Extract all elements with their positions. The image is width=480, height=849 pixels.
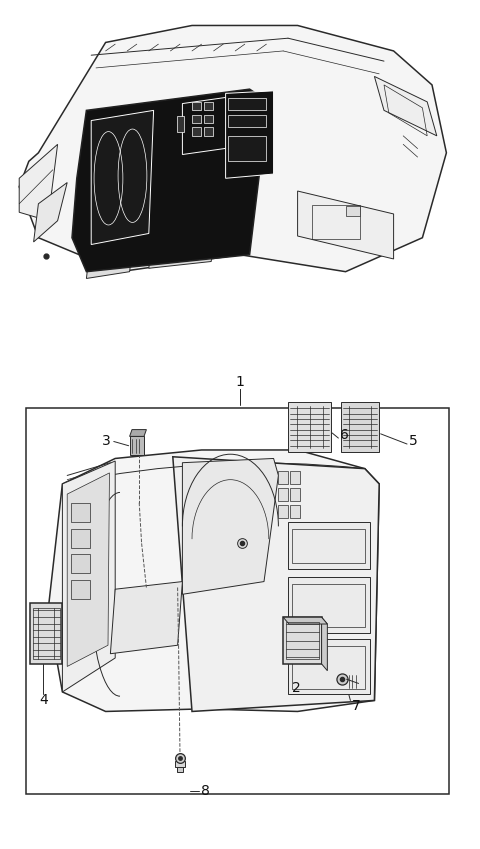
Polygon shape xyxy=(288,402,331,452)
Bar xyxy=(312,205,360,239)
Text: 7: 7 xyxy=(352,700,360,713)
Polygon shape xyxy=(283,617,322,664)
Polygon shape xyxy=(173,457,379,711)
Bar xyxy=(204,127,213,136)
Bar xyxy=(177,116,184,132)
Text: 6: 6 xyxy=(340,428,348,441)
Polygon shape xyxy=(341,402,379,452)
Polygon shape xyxy=(226,91,274,178)
Polygon shape xyxy=(374,76,437,136)
Bar xyxy=(288,639,370,694)
Polygon shape xyxy=(182,93,254,155)
Bar xyxy=(292,646,365,689)
Bar xyxy=(286,622,319,659)
Text: 2: 2 xyxy=(292,681,301,694)
Bar xyxy=(278,471,288,484)
Polygon shape xyxy=(91,110,154,245)
Text: 4: 4 xyxy=(39,694,48,707)
Bar xyxy=(292,529,365,563)
Polygon shape xyxy=(48,450,379,711)
Bar xyxy=(290,505,300,518)
Bar xyxy=(192,127,201,136)
Polygon shape xyxy=(149,219,216,268)
Bar xyxy=(290,471,300,484)
Polygon shape xyxy=(130,430,146,436)
Bar xyxy=(71,503,90,522)
Bar xyxy=(290,488,300,501)
Bar xyxy=(228,136,266,161)
Text: 3: 3 xyxy=(102,435,111,448)
Polygon shape xyxy=(62,461,115,692)
Bar xyxy=(292,584,365,627)
Bar xyxy=(278,505,288,518)
Bar xyxy=(278,488,288,501)
Polygon shape xyxy=(72,89,269,272)
Bar xyxy=(228,115,266,127)
Bar xyxy=(204,115,213,123)
Polygon shape xyxy=(322,617,327,671)
Polygon shape xyxy=(67,473,109,666)
Bar xyxy=(192,102,201,110)
Bar xyxy=(192,115,201,123)
Polygon shape xyxy=(182,458,278,594)
Text: 5: 5 xyxy=(409,435,418,448)
Polygon shape xyxy=(34,183,67,242)
Polygon shape xyxy=(30,603,62,664)
Polygon shape xyxy=(283,617,327,624)
Polygon shape xyxy=(110,582,182,654)
Text: 1: 1 xyxy=(236,375,244,389)
Polygon shape xyxy=(298,191,394,259)
Bar xyxy=(71,580,90,599)
Bar xyxy=(175,761,185,767)
Bar xyxy=(177,767,183,772)
Bar xyxy=(204,102,213,110)
Bar xyxy=(346,206,360,216)
Text: 8: 8 xyxy=(201,784,210,798)
Polygon shape xyxy=(130,436,144,455)
Bar xyxy=(71,554,90,573)
Bar xyxy=(228,98,266,110)
Polygon shape xyxy=(19,25,446,272)
Polygon shape xyxy=(19,144,58,221)
Polygon shape xyxy=(86,231,134,278)
Bar xyxy=(288,522,370,569)
Bar xyxy=(288,577,370,633)
Bar xyxy=(71,529,90,548)
Bar xyxy=(26,408,449,794)
Bar xyxy=(33,608,60,659)
